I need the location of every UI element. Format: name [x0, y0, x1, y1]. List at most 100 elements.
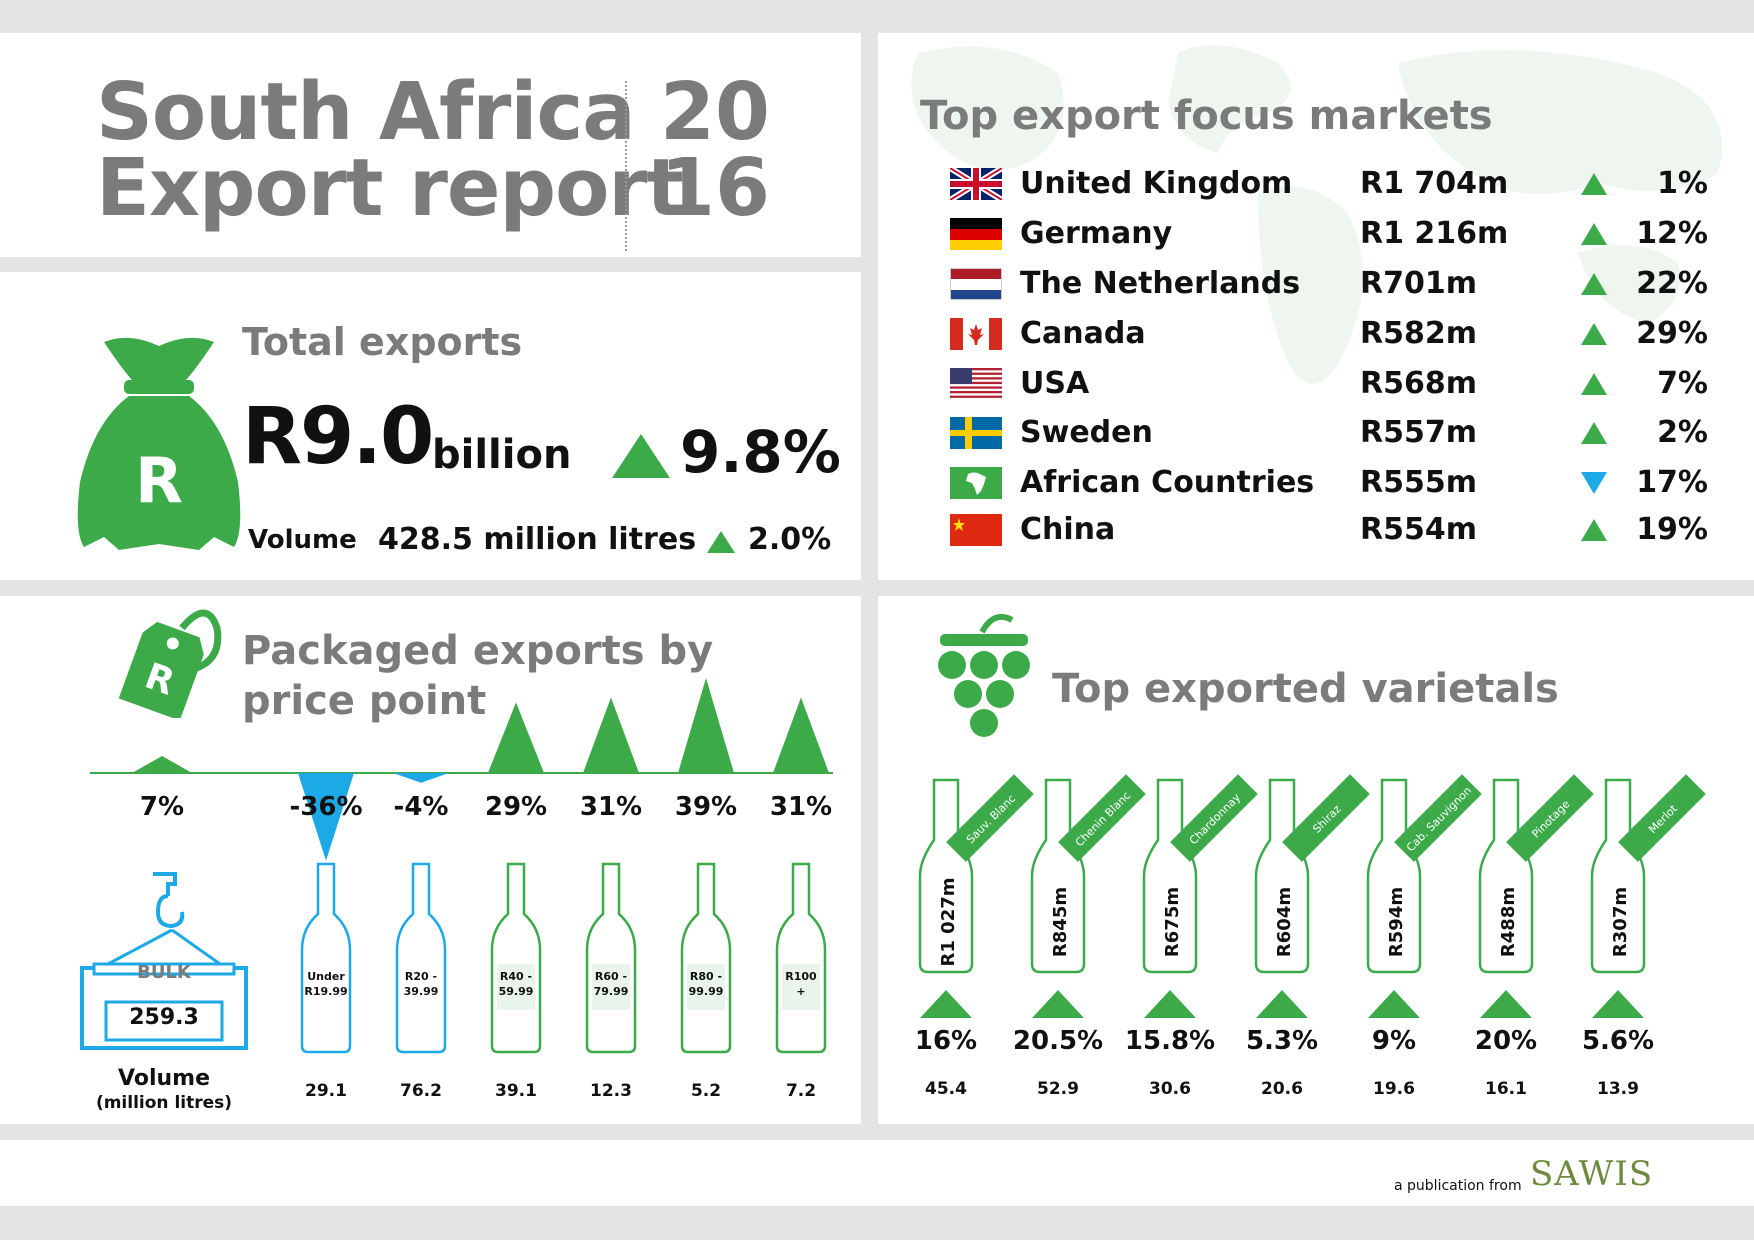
- market-value: R701m: [1360, 266, 1477, 301]
- varietal-volume: 16.1: [1485, 1079, 1527, 1099]
- varietal-change: 15.8%: [1124, 1026, 1216, 1056]
- varietal-change: 9%: [1371, 1026, 1417, 1056]
- market-change: 17%: [1636, 465, 1708, 500]
- price-change-triangle: [488, 702, 544, 773]
- price-change-triangle: [583, 697, 639, 773]
- market-change: 22%: [1636, 266, 1708, 301]
- market-value: R1 704m: [1360, 166, 1509, 201]
- increase-arrow-icon: [920, 990, 972, 1018]
- bottle-price-label: R19.99: [304, 985, 347, 998]
- varietal-name-tag: Chardonnay: [1170, 774, 1258, 862]
- bulk-crate-icon: [80, 872, 248, 1050]
- increase-arrow-icon: [1580, 372, 1608, 396]
- bottle-price-label: R100: [785, 970, 817, 983]
- varietal-change: 20%: [1474, 1026, 1538, 1056]
- market-row: The Netherlands R701m 22%: [950, 264, 1730, 304]
- market-row: United Kingdom R1 704m 1%: [950, 164, 1730, 204]
- world-map-background: [911, 45, 1722, 384]
- market-name: Canada: [1020, 316, 1146, 351]
- varietal-volume: 30.6: [1149, 1079, 1191, 1099]
- price-change-label: 29%: [484, 792, 548, 822]
- price-point-volume: 7.2: [785, 1081, 817, 1101]
- market-row: China R554m 19%: [950, 510, 1730, 550]
- bottle-price-label: R20 -: [405, 970, 437, 983]
- market-value: R1 216m: [1360, 216, 1509, 251]
- report-year-line1: 20: [660, 66, 770, 158]
- wine-bottle-icon: [395, 862, 447, 1054]
- sweden-flag-icon: [950, 417, 1002, 449]
- varietal-value: R675m: [1162, 887, 1183, 957]
- canada-flag-icon: [950, 318, 1002, 350]
- bottle-label-box: [402, 964, 440, 1010]
- varietal-bottle-icon: [1366, 778, 1422, 974]
- volume-increase-arrow-icon: [707, 531, 735, 553]
- market-row: Germany R1 216m 12%: [950, 214, 1730, 254]
- price-point-title-line2: price point: [242, 678, 487, 724]
- increase-arrow-icon: [612, 434, 670, 478]
- report-year-line2: 16: [660, 142, 770, 234]
- varietals-title: Top exported varietals: [1052, 666, 1559, 712]
- price-point-volume: 5.2: [690, 1081, 722, 1101]
- increase-arrow-icon: [1032, 990, 1084, 1018]
- total-exports-value: R9.0: [242, 392, 434, 482]
- market-name: China: [1020, 512, 1116, 547]
- varietal-bottle-icon: [1254, 778, 1310, 974]
- bottle-label-box: [497, 964, 535, 1010]
- markets-panel: Top export focus markets United Kingdom R…: [878, 33, 1754, 580]
- title-divider: [625, 81, 627, 251]
- market-value: R568m: [1360, 366, 1477, 401]
- price-change-triangle-tip: [317, 826, 335, 842]
- netherlands-flag-icon: [950, 268, 1002, 300]
- total-exports-title: Total exports: [242, 320, 523, 364]
- varietal-name-tag: Pinotage: [1506, 774, 1594, 862]
- price-change-label: 7%: [139, 792, 185, 822]
- varietal-bottle-icon: [918, 778, 974, 974]
- market-change: 12%: [1636, 216, 1708, 251]
- varietal-volume: 13.9: [1597, 1079, 1639, 1099]
- bottle-price-label: R60 -: [595, 970, 627, 983]
- footer-panel: a publication from SAWIS: [0, 1140, 1754, 1206]
- varietals-chart: Sauv. Blanc R1 027m Chenin Blanc R845m Chard…: [918, 774, 1706, 1018]
- decrease-arrow-icon: [1580, 471, 1608, 495]
- varietal-value: R604m: [1274, 887, 1295, 957]
- increase-arrow-icon: [1368, 990, 1420, 1018]
- price-change-label: 31%: [579, 792, 643, 822]
- china-flag-icon: [950, 514, 1002, 546]
- market-name: Sweden: [1020, 415, 1153, 450]
- bottle-price-label: 39.99: [404, 985, 439, 998]
- price-point-panel: R Packaged exports by price point Under R…: [0, 596, 861, 1124]
- market-name: African Countries: [1020, 465, 1315, 500]
- price-change-triangle: [298, 773, 354, 861]
- price-point-volume: 39.1: [495, 1081, 537, 1101]
- increase-arrow-icon: [1580, 172, 1608, 196]
- market-value: R554m: [1360, 512, 1477, 547]
- market-name: The Netherlands: [1020, 266, 1301, 301]
- varietal-bottle-icon: [1142, 778, 1198, 974]
- wine-bottle-icon: [680, 862, 732, 1054]
- price-change-label: -4%: [393, 792, 449, 822]
- varietal-name-tag: Chenin Blanc: [1058, 774, 1146, 862]
- market-change: 2%: [1657, 415, 1708, 450]
- increase-arrow-icon: [1580, 222, 1608, 246]
- price-change-triangle: [773, 697, 829, 773]
- bulk-volume-unit: (million litres): [95, 1093, 233, 1113]
- market-name: USA: [1020, 366, 1090, 401]
- price-change-triangle: [132, 755, 192, 773]
- total-exports-panel: R Total exports R9.0 billion 9.8% Volume…: [0, 272, 861, 580]
- total-exports-change: 9.8%: [680, 418, 841, 486]
- report-title-line2: Export report: [96, 142, 684, 234]
- market-row: Canada R582m 29%: [950, 314, 1730, 354]
- volume-change: 2.0%: [748, 522, 832, 557]
- bottle-price-label: 99.99: [689, 985, 724, 998]
- market-change: 29%: [1636, 316, 1708, 351]
- increase-arrow-icon: [1144, 990, 1196, 1018]
- market-name: United Kingdom: [1020, 166, 1293, 201]
- increase-arrow-icon: [1592, 990, 1644, 1018]
- varietal-value: R845m: [1050, 887, 1071, 957]
- africa-flag-icon: [950, 467, 1002, 499]
- market-name: Germany: [1020, 216, 1173, 251]
- varietal-volume: 45.4: [925, 1079, 967, 1099]
- volume-label: Volume: [248, 525, 357, 555]
- increase-arrow-icon: [1580, 272, 1608, 296]
- bottle-price-label: +: [796, 985, 805, 998]
